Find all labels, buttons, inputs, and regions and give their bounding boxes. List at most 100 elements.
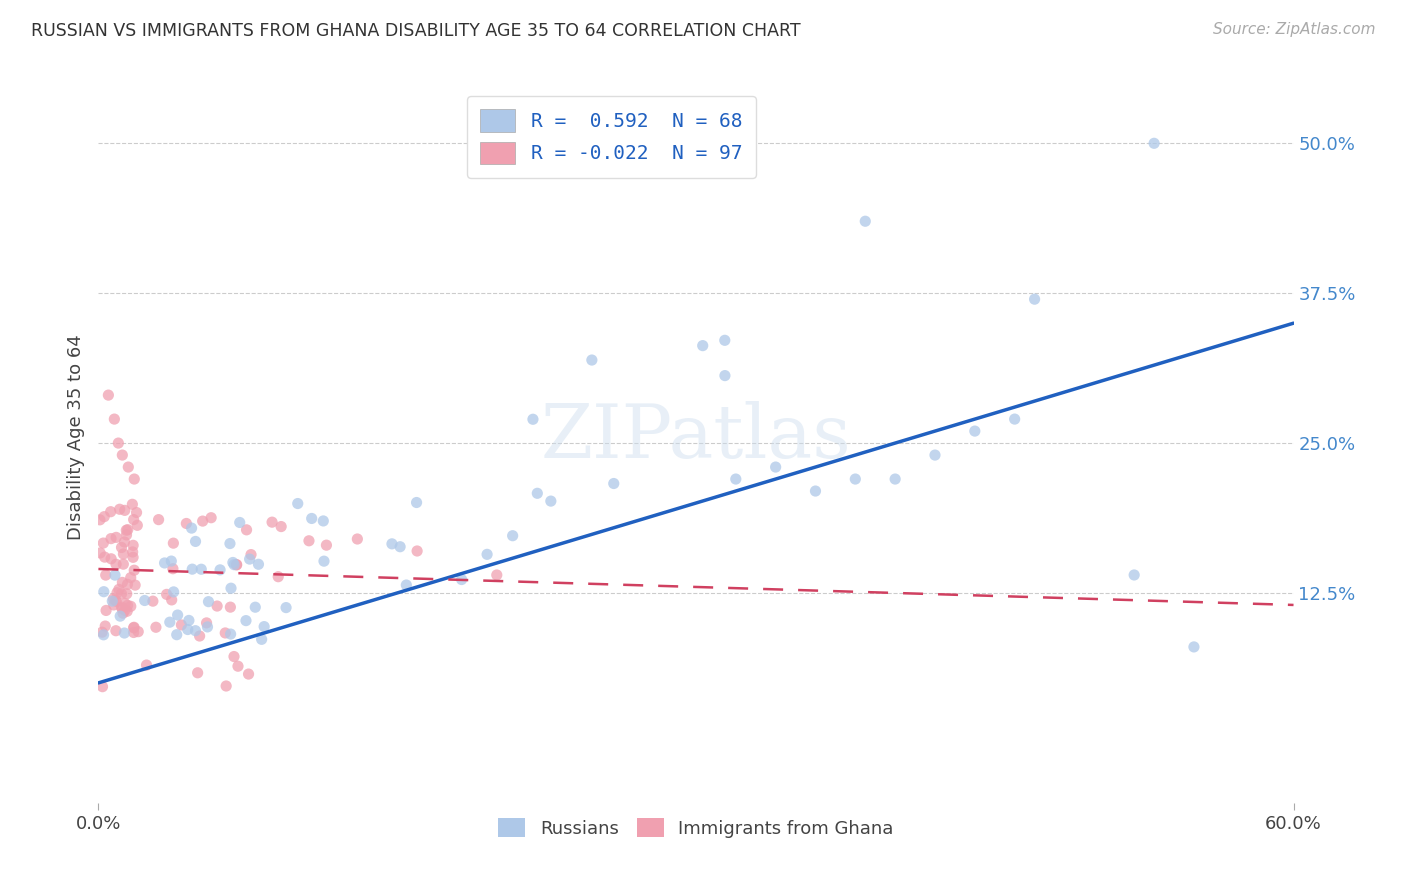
Point [177,623,200,637]
Point [148,513,170,527]
Point [395,578,418,592]
Point [963,424,986,438]
Point [184,534,207,549]
Text: Source: ZipAtlas.com: Source: ZipAtlas.com [1212,22,1375,37]
Point [197,595,219,609]
Point [94,568,117,582]
Point [103,412,125,426]
Point [235,614,257,628]
Point [127,624,149,639]
Point [93,628,115,642]
Point [124,472,146,486]
Point [89,513,111,527]
Point [166,607,188,622]
Point [714,368,737,383]
Point [228,516,250,530]
Point [485,568,508,582]
Point [191,514,214,528]
Point [112,535,135,549]
Point [190,562,212,576]
Point [219,536,242,550]
Point [853,214,876,228]
Point [100,532,122,546]
Point [315,538,337,552]
Point [219,581,242,595]
Point [262,515,284,529]
Point [112,626,135,640]
Point [177,614,200,628]
Point [176,516,198,531]
Y-axis label: Disability Age 35 to 64: Disability Age 35 to 64 [66,334,84,540]
Point [222,556,245,570]
Point [844,472,866,486]
Point [124,578,146,592]
Point [105,530,128,544]
Point [153,556,176,570]
Point [526,486,548,500]
Point [110,541,132,555]
Point [214,626,236,640]
Point [93,584,115,599]
Point [156,587,179,601]
Point [389,540,412,554]
Point [93,509,115,524]
Point [180,521,202,535]
Point [522,412,544,426]
Point [120,571,142,585]
Point [724,472,747,486]
Point [159,615,181,629]
Point [475,547,498,561]
Point [765,460,787,475]
Point [121,497,143,511]
Point [105,558,128,572]
Point [312,514,335,528]
Point [135,658,157,673]
Point [406,544,429,558]
Legend: Russians, Immigrants from Ghana: Russians, Immigrants from Ghana [488,807,904,848]
Point [603,476,626,491]
Point [122,625,145,640]
Point [108,609,131,624]
Point [162,536,184,550]
Point [219,600,242,615]
Point [105,594,128,608]
Point [108,582,131,597]
Point [145,620,167,634]
Point [222,649,245,664]
Point [127,518,149,533]
Point [312,554,335,568]
Point [287,496,309,510]
Point [195,615,218,630]
Point [450,573,472,587]
Point [1004,412,1026,426]
Point [540,494,562,508]
Point [581,353,603,368]
Text: ZIPatlas: ZIPatlas [540,401,852,474]
Point [114,603,136,617]
Point [162,585,184,599]
Point [1123,568,1146,582]
Point [117,460,139,475]
Point [104,593,127,607]
Point [381,537,404,551]
Point [267,570,290,584]
Point [115,528,138,542]
Point [225,558,247,572]
Point [160,554,183,568]
Point [1143,136,1166,151]
Point [91,680,114,694]
Point [103,591,125,606]
Point [97,388,120,402]
Point [89,546,111,560]
Point [94,603,117,617]
Point [184,624,207,638]
Point [125,506,148,520]
Point [114,503,136,517]
Point [692,338,714,352]
Point [112,547,135,561]
Point [122,621,145,635]
Point [245,600,267,615]
Point [115,587,138,601]
Point [1024,292,1046,306]
Point [101,594,124,608]
